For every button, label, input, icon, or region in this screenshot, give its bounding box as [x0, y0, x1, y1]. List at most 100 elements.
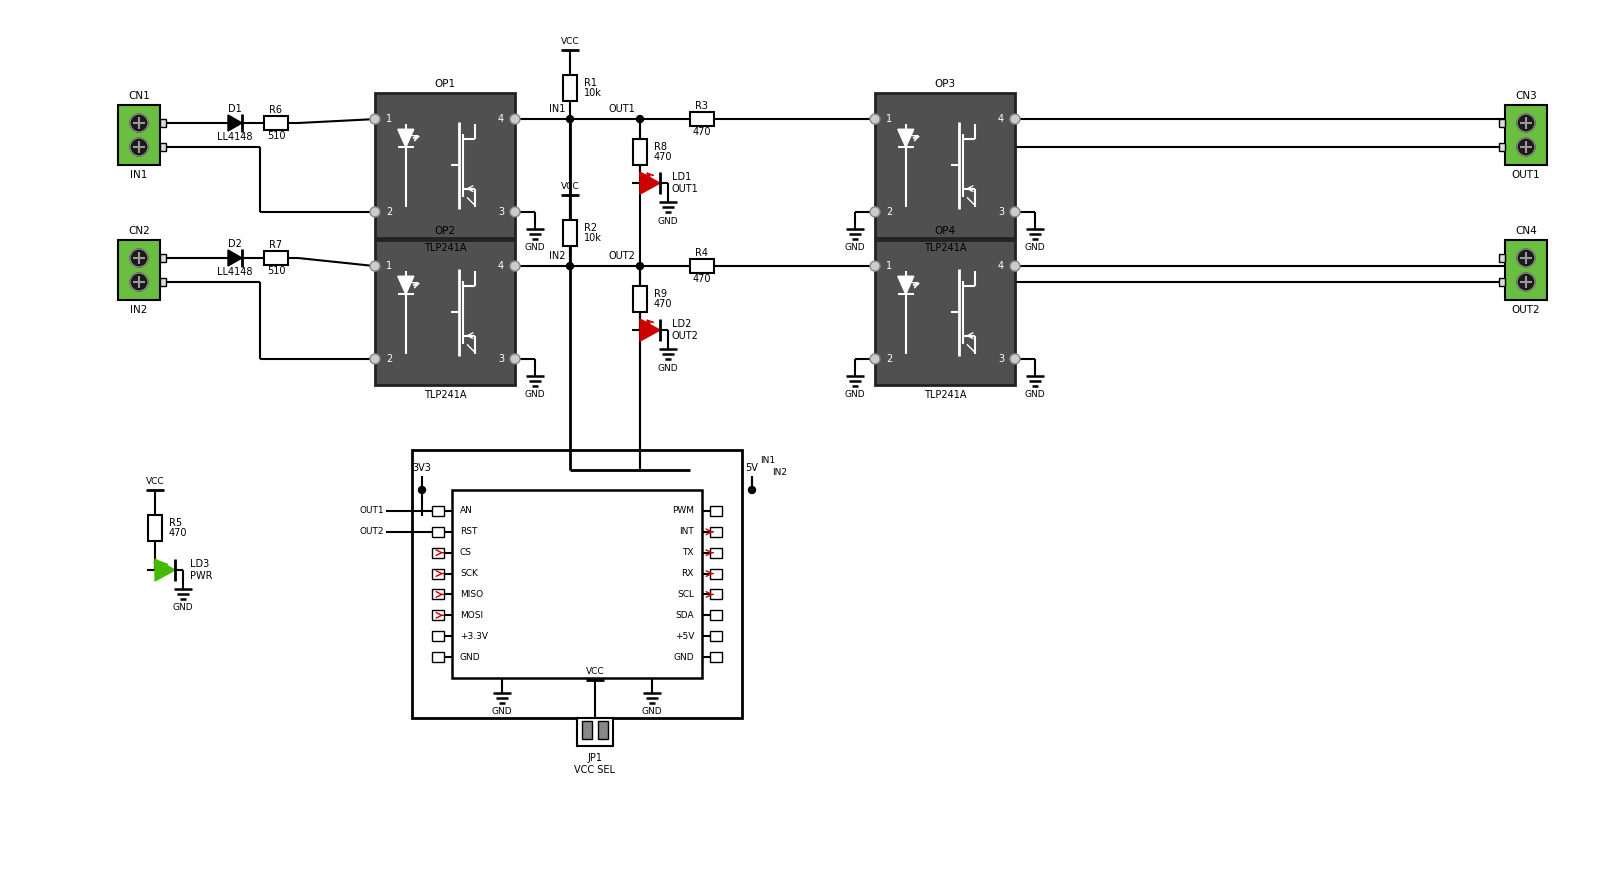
Circle shape — [369, 114, 381, 124]
Polygon shape — [897, 129, 913, 147]
Text: OUT2: OUT2 — [1511, 305, 1540, 315]
Text: CS: CS — [461, 548, 472, 557]
Text: 1: 1 — [886, 114, 892, 124]
Text: AN: AN — [461, 506, 473, 516]
Text: LD3: LD3 — [190, 559, 209, 569]
Text: PWM: PWM — [672, 506, 694, 516]
Circle shape — [1517, 249, 1535, 267]
Bar — [432, 569, 445, 578]
Text: 3: 3 — [497, 354, 504, 364]
Polygon shape — [640, 319, 660, 341]
Circle shape — [1517, 138, 1535, 156]
Bar — [376, 240, 515, 385]
Text: R1: R1 — [584, 78, 596, 88]
Circle shape — [870, 261, 879, 271]
Text: PWR: PWR — [190, 571, 213, 581]
Text: SCK: SCK — [461, 569, 478, 578]
Polygon shape — [155, 559, 174, 581]
Text: R4: R4 — [696, 248, 708, 258]
Text: 510: 510 — [267, 131, 285, 141]
Bar — [264, 251, 288, 265]
Bar — [264, 116, 288, 130]
Text: 2: 2 — [385, 207, 392, 217]
Bar — [432, 590, 445, 599]
Circle shape — [130, 273, 149, 291]
Bar — [633, 286, 648, 312]
Text: CN2: CN2 — [128, 226, 150, 236]
Polygon shape — [398, 129, 414, 147]
Text: LL4148: LL4148 — [217, 132, 253, 142]
Circle shape — [566, 262, 574, 270]
Text: OP3: OP3 — [934, 79, 956, 89]
Text: 10k: 10k — [584, 88, 601, 98]
Text: IN2: IN2 — [130, 305, 147, 315]
Text: OUT1: OUT1 — [360, 506, 384, 516]
Text: CN1: CN1 — [128, 91, 150, 101]
Text: 4: 4 — [998, 261, 1004, 271]
Bar — [1505, 105, 1546, 165]
Bar — [1498, 254, 1505, 262]
Text: TX: TX — [683, 548, 694, 557]
Text: 470: 470 — [654, 299, 673, 309]
Bar — [875, 240, 1015, 385]
Text: 2: 2 — [886, 207, 892, 217]
Bar — [376, 93, 515, 238]
Text: VCC: VCC — [585, 666, 604, 676]
Bar — [118, 105, 160, 165]
Text: CN3: CN3 — [1516, 91, 1537, 101]
Text: D2: D2 — [229, 239, 241, 249]
Circle shape — [510, 354, 520, 364]
Text: GND: GND — [461, 652, 481, 662]
Bar — [432, 527, 445, 537]
Text: 4: 4 — [497, 114, 504, 124]
Circle shape — [369, 207, 381, 217]
Bar — [710, 569, 723, 578]
Text: MOSI: MOSI — [461, 611, 483, 620]
Circle shape — [510, 261, 520, 271]
Bar — [1505, 240, 1546, 300]
Bar — [598, 721, 608, 739]
Text: GND: GND — [641, 707, 662, 717]
Circle shape — [419, 487, 425, 494]
Text: OUT1: OUT1 — [608, 105, 635, 114]
Polygon shape — [967, 198, 975, 206]
Text: OUT2: OUT2 — [672, 331, 699, 341]
Text: GND: GND — [844, 243, 865, 253]
Text: GND: GND — [1025, 390, 1046, 400]
Text: IN2: IN2 — [772, 468, 787, 476]
Bar — [453, 490, 702, 678]
Circle shape — [1517, 273, 1535, 291]
Text: SDA: SDA — [675, 611, 694, 620]
Text: IN1: IN1 — [130, 170, 147, 180]
Bar — [710, 506, 723, 516]
Bar — [691, 112, 715, 126]
Text: GND: GND — [1025, 243, 1046, 253]
Text: OUT2: OUT2 — [360, 527, 384, 537]
Text: 1: 1 — [886, 261, 892, 271]
Text: TLP241A: TLP241A — [424, 243, 467, 253]
Text: OUT2: OUT2 — [608, 251, 635, 261]
Circle shape — [130, 138, 149, 156]
Text: GND: GND — [491, 707, 512, 717]
Circle shape — [369, 261, 381, 271]
Text: +5V: +5V — [675, 631, 694, 641]
Text: OP2: OP2 — [435, 226, 456, 236]
Text: OP1: OP1 — [435, 79, 456, 89]
Text: R8: R8 — [654, 142, 667, 152]
Text: TLP241A: TLP241A — [924, 243, 966, 253]
Text: GND: GND — [524, 243, 545, 253]
Circle shape — [510, 207, 520, 217]
Text: IN2: IN2 — [548, 251, 564, 261]
Text: LL4148: LL4148 — [217, 267, 253, 277]
Text: R9: R9 — [654, 289, 667, 299]
Circle shape — [1517, 114, 1535, 132]
Bar — [691, 259, 715, 273]
Text: R7: R7 — [270, 240, 283, 250]
Circle shape — [1011, 207, 1020, 217]
Polygon shape — [229, 250, 241, 266]
Bar — [710, 548, 723, 557]
Bar — [710, 527, 723, 537]
Text: TLP241A: TLP241A — [424, 390, 467, 400]
Bar — [432, 652, 445, 662]
Text: OUT1: OUT1 — [672, 184, 699, 194]
